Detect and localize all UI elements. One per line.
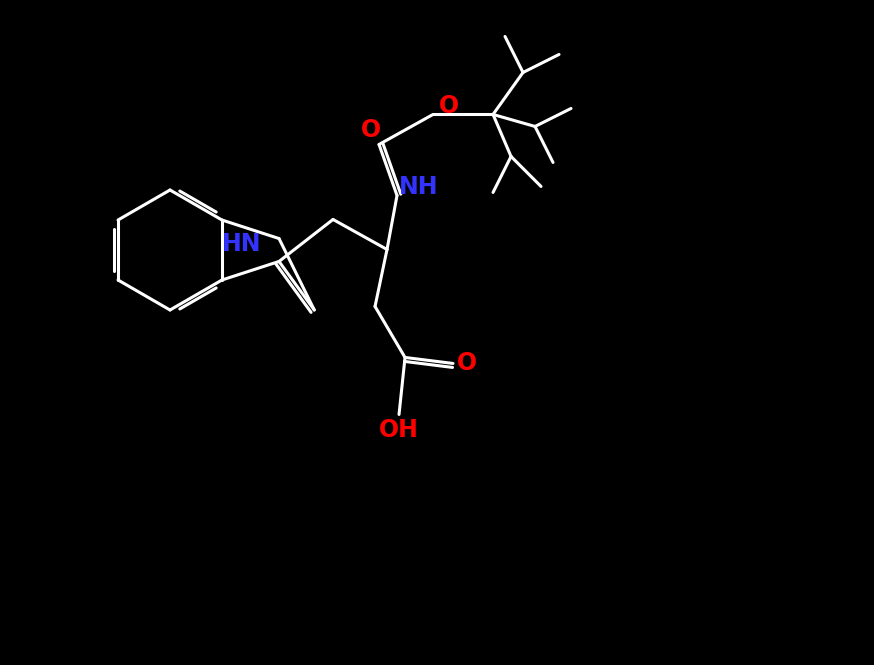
Text: O: O bbox=[439, 94, 459, 118]
Text: HN: HN bbox=[221, 231, 261, 255]
Text: O: O bbox=[361, 118, 381, 142]
Text: OH: OH bbox=[379, 418, 419, 442]
Text: O: O bbox=[457, 352, 477, 376]
Text: NH: NH bbox=[399, 176, 439, 200]
